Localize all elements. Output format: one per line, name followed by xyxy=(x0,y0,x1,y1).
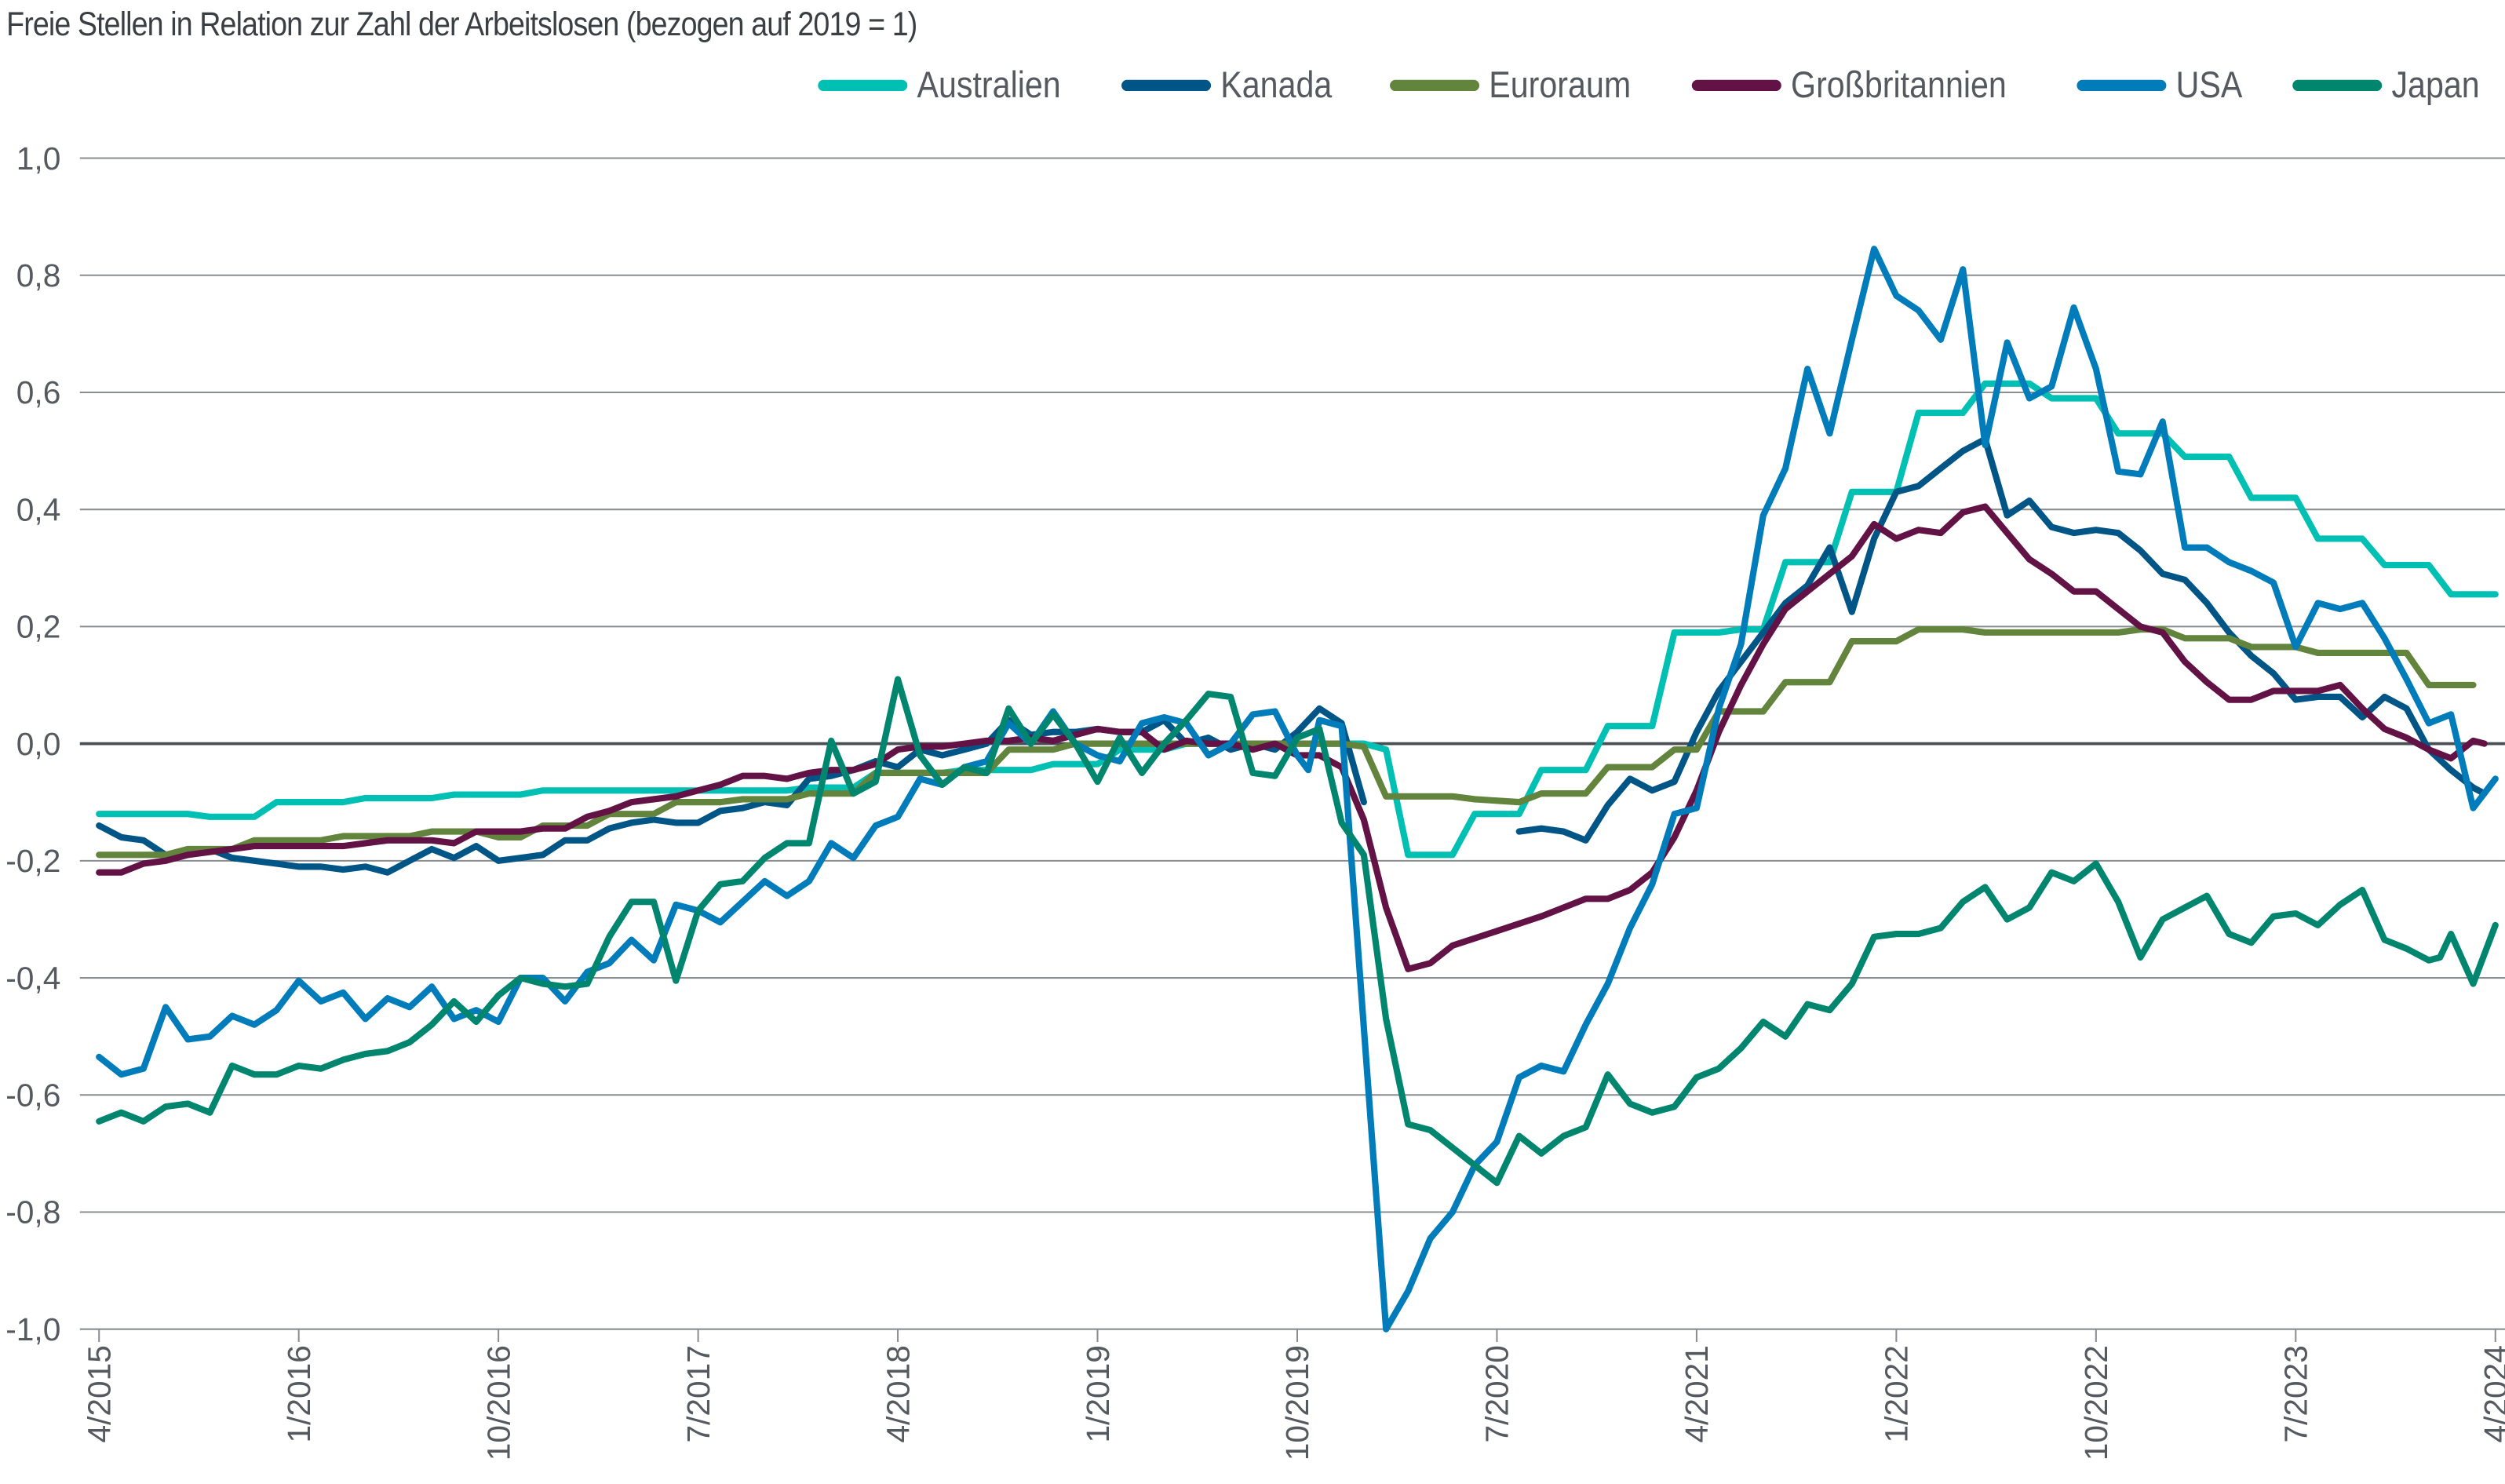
legend-swatch xyxy=(1389,79,1479,92)
x-tick-label: 4/2018 xyxy=(880,1345,916,1443)
y-tick-label: 0,4 xyxy=(16,491,61,527)
legend-swatch xyxy=(1691,79,1781,92)
legend-label: Euroraum xyxy=(1488,64,1631,106)
series-line-kanada xyxy=(1515,436,2488,844)
y-tick-label: -0,6 xyxy=(5,1077,60,1114)
y-tick-label: -0,8 xyxy=(5,1194,60,1231)
legend-swatch xyxy=(2292,79,2383,92)
series-line-japan xyxy=(96,676,2499,1187)
y-tick-label: 0,2 xyxy=(16,609,61,645)
legend-item-usa: USA xyxy=(2077,64,2251,107)
series-line-euroraum xyxy=(96,625,2477,859)
legend: Australien Kanada Euroraum Großbritannie… xyxy=(776,64,2492,107)
legend-label: Australien xyxy=(917,64,1061,106)
x-tick-label: 10/2019 xyxy=(1279,1345,1315,1460)
x-tick-label: 1/2016 xyxy=(281,1345,317,1443)
series-line-australien xyxy=(96,380,2499,859)
legend-item-australien: Australien xyxy=(818,64,1080,107)
x-tick-label: 10/2022 xyxy=(2078,1345,2114,1460)
y-tick-label: 0,0 xyxy=(16,726,61,762)
legend-swatch xyxy=(818,79,908,92)
x-tick-label: 7/2023 xyxy=(2278,1345,2314,1443)
legend-item-grossbritannien: Großbritannien xyxy=(1691,64,2036,107)
series-line-kanada xyxy=(96,705,1367,876)
legend-item-kanada: Kanada xyxy=(1121,64,1348,107)
x-tick-label: 4/2021 xyxy=(1679,1345,1715,1443)
legend-item-euroraum: Euroraum xyxy=(1389,64,1650,107)
y-tick-label: 0,6 xyxy=(16,374,61,410)
x-tick-label: 7/2020 xyxy=(1479,1345,1515,1443)
y-tick-label: 0,8 xyxy=(16,257,61,294)
x-tick-label: 1/2022 xyxy=(1879,1345,1915,1443)
legend-swatch xyxy=(1121,79,1212,92)
legend-label: Kanada xyxy=(1220,64,1333,106)
y-tick-label: 1,0 xyxy=(16,140,61,177)
legend-swatch xyxy=(2077,79,2167,92)
x-tick-label: 10/2016 xyxy=(480,1345,516,1460)
x-tick-label: 4/2015 xyxy=(81,1345,117,1443)
legend-label: Japan xyxy=(2392,64,2481,106)
chart-title: Freie Stellen in Relation zur Zahl der A… xyxy=(6,6,917,43)
y-tick-label: -0,2 xyxy=(5,843,60,879)
x-tick-label: 7/2017 xyxy=(680,1345,716,1443)
x-tick-label: 4/2024 xyxy=(2478,1345,2505,1443)
y-tick-label: -0,4 xyxy=(5,960,60,996)
legend-label: USA xyxy=(2175,64,2243,106)
x-tick-label: 1/2019 xyxy=(1080,1345,1116,1443)
legend-label: Großbritannien xyxy=(1790,64,2007,106)
legend-item-japan: Japan xyxy=(2292,64,2492,107)
series-line-grossbritannien xyxy=(96,503,2488,972)
y-tick-label: -1,0 xyxy=(5,1311,60,1347)
series-line-usa xyxy=(96,246,2499,1333)
